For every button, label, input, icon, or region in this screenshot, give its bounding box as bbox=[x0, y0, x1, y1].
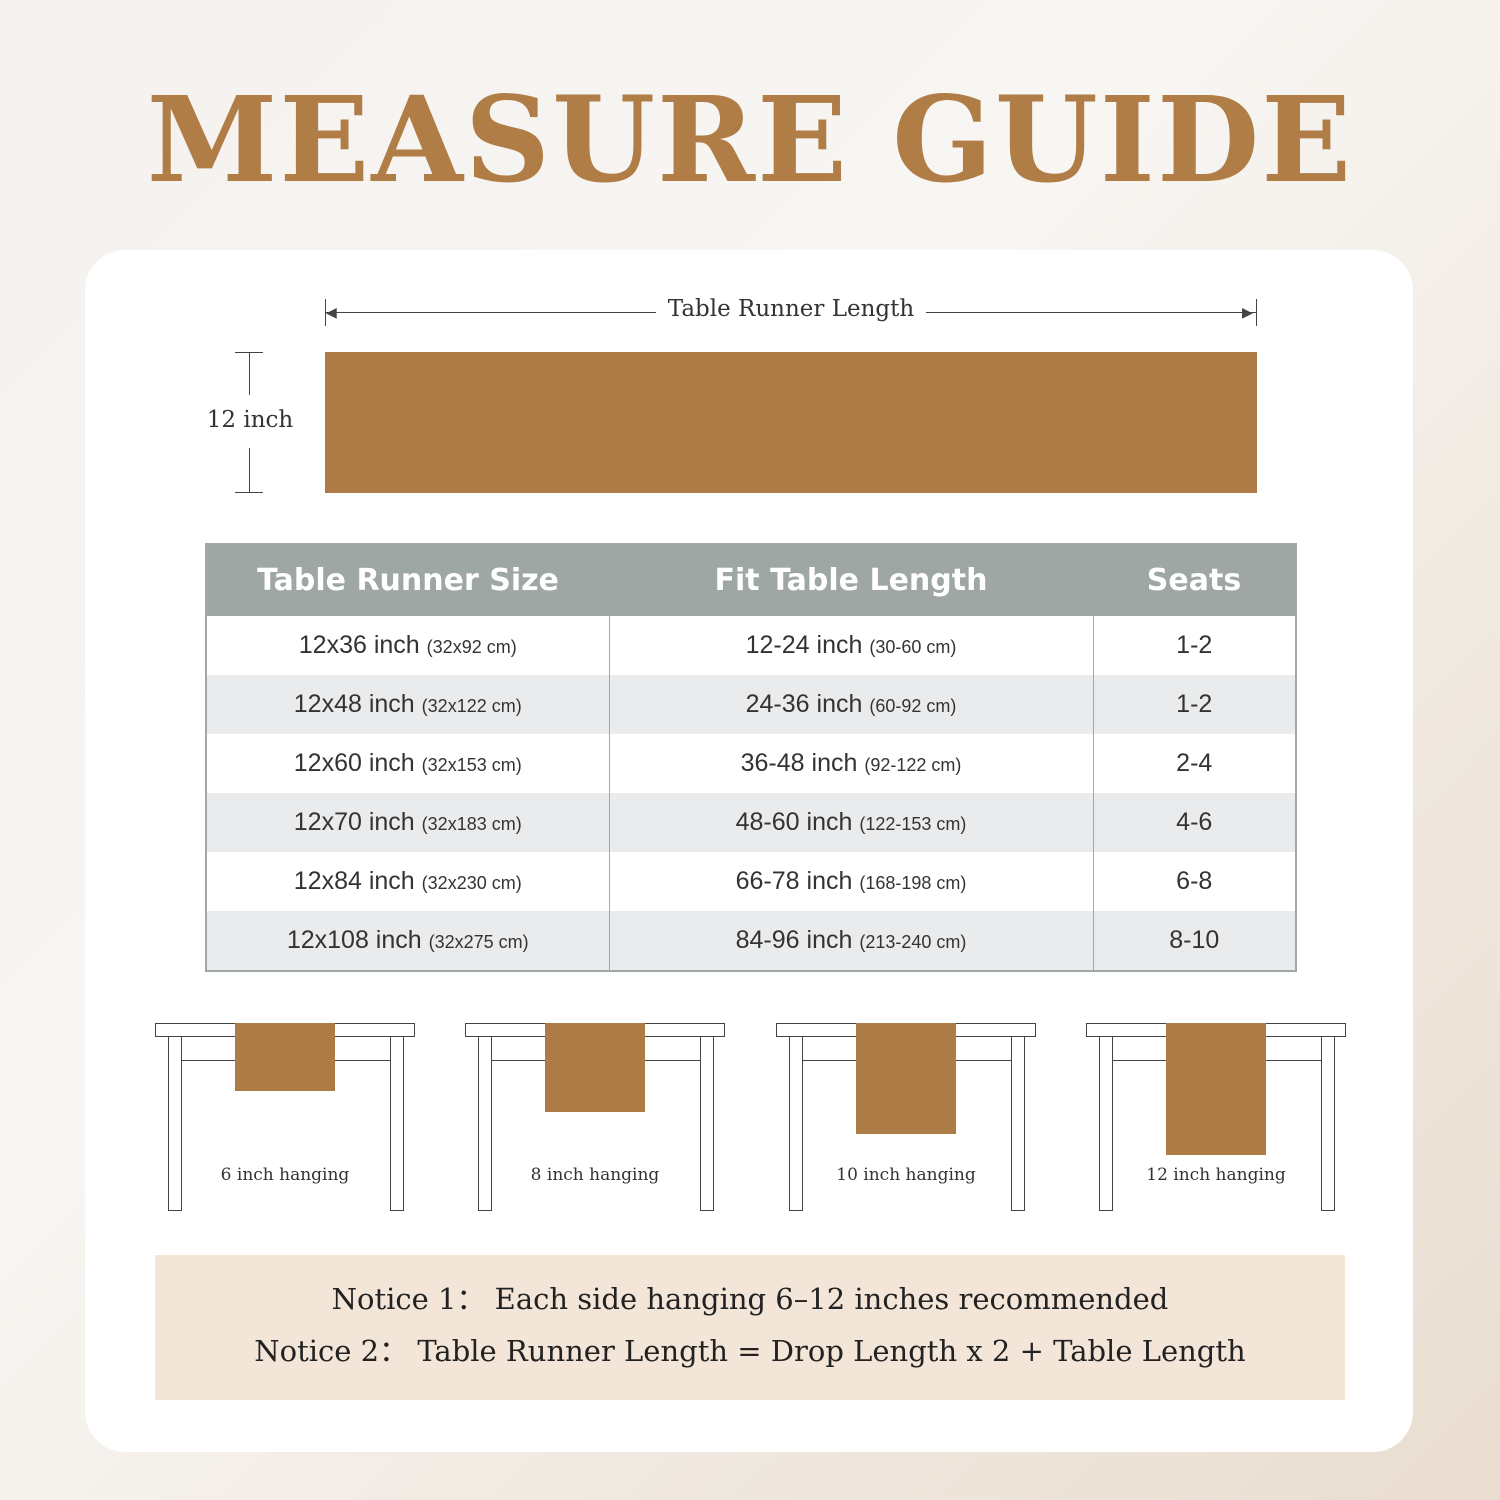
fit-cell: 48-60 inch (122-153 cm) bbox=[608, 793, 1093, 852]
table-leg bbox=[478, 1037, 492, 1211]
runner-drop bbox=[856, 1023, 956, 1134]
width-arrow-bottom bbox=[235, 492, 263, 493]
length-arrow-end bbox=[1256, 299, 1257, 326]
length-arrow-left bbox=[326, 312, 656, 313]
table-row: 12x108 inch (32x275 cm) 84-96 inch (213-… bbox=[205, 911, 1296, 971]
table-leg bbox=[390, 1037, 404, 1211]
arrow-left-icon: ◀ bbox=[326, 304, 337, 320]
page-title: MEASURE GUIDE bbox=[146, 70, 1354, 209]
notice-2: Notice 2： Table Runner Length = Drop Len… bbox=[254, 1334, 1246, 1368]
table-leg bbox=[1321, 1037, 1335, 1211]
hanging-diagram: 10 inch hanging bbox=[776, 1023, 1036, 1213]
width-arrow-top bbox=[235, 352, 263, 353]
table-row: 12x36 inch (32x92 cm) 12-24 inch (30-60 … bbox=[205, 616, 1296, 675]
length-arrow-start bbox=[325, 299, 326, 326]
seats-cell: 8-10 bbox=[1092, 911, 1296, 971]
seats-cell: 4-6 bbox=[1092, 793, 1296, 852]
fit-cell: 36-48 inch (92-122 cm) bbox=[608, 734, 1093, 793]
width-arrow-down bbox=[249, 448, 250, 492]
size-cell: 12x48 inch (32x122 cm) bbox=[205, 675, 609, 734]
table-leg bbox=[1099, 1037, 1113, 1211]
runner-drop bbox=[235, 1023, 335, 1091]
seats-cell: 2-4 bbox=[1092, 734, 1296, 793]
hanging-diagram: 6 inch hanging bbox=[155, 1023, 415, 1213]
table-leg bbox=[700, 1037, 714, 1211]
table-row: 12x48 inch (32x122 cm) 24-36 inch (60-92… bbox=[205, 675, 1296, 734]
hanging-diagram: 12 inch hanging bbox=[1086, 1023, 1346, 1213]
fit-cell: 84-96 inch (213-240 cm) bbox=[608, 911, 1093, 971]
size-cell: 12x70 inch (32x183 cm) bbox=[205, 793, 609, 852]
table-runner-illustration bbox=[325, 352, 1257, 493]
seats-cell: 1-2 bbox=[1092, 675, 1296, 734]
runner-drop bbox=[1166, 1023, 1266, 1156]
fit-cell: 66-78 inch (168-198 cm) bbox=[608, 852, 1093, 911]
hanging-label: 12 inch hanging bbox=[1146, 1165, 1286, 1185]
length-label: Table Runner Length bbox=[667, 296, 915, 322]
table-row: 12x60 inch (32x153 cm) 36-48 inch (92-12… bbox=[205, 734, 1296, 793]
notice-box: Notice 1： Each side hanging 6–12 inches … bbox=[155, 1255, 1345, 1400]
table-leg bbox=[1011, 1037, 1025, 1211]
size-table: Table Runner Size Fit Table Length Seats… bbox=[205, 543, 1297, 972]
header-fit: Fit Table Length bbox=[609, 544, 1093, 616]
fit-cell: 24-36 inch (60-92 cm) bbox=[608, 675, 1093, 734]
header-seats: Seats bbox=[1093, 544, 1296, 616]
runner-drop bbox=[545, 1023, 645, 1113]
size-cell: 12x60 inch (32x153 cm) bbox=[205, 734, 609, 793]
hanging-diagram: 8 inch hanging bbox=[465, 1023, 725, 1213]
hanging-label: 10 inch hanging bbox=[836, 1165, 976, 1185]
size-cell: 12x84 inch (32x230 cm) bbox=[205, 852, 609, 911]
size-cell: 12x36 inch (32x92 cm) bbox=[205, 616, 609, 675]
hanging-label: 6 inch hanging bbox=[220, 1165, 350, 1185]
seats-cell: 1-2 bbox=[1092, 616, 1296, 675]
header-size: Table Runner Size bbox=[206, 544, 609, 616]
width-arrow-up bbox=[249, 353, 250, 395]
arrow-right-icon: ▶ bbox=[1242, 304, 1253, 320]
notice-1: Notice 1： Each side hanging 6–12 inches … bbox=[331, 1282, 1169, 1316]
table-leg bbox=[168, 1037, 182, 1211]
width-label: 12 inch bbox=[206, 407, 294, 433]
table-leg bbox=[789, 1037, 803, 1211]
hanging-label: 8 inch hanging bbox=[530, 1165, 660, 1185]
table-row: 12x84 inch (32x230 cm) 66-78 inch (168-1… bbox=[205, 852, 1296, 911]
size-cell: 12x108 inch (32x275 cm) bbox=[205, 911, 609, 971]
length-arrow-right bbox=[926, 312, 1256, 313]
seats-cell: 6-8 bbox=[1092, 852, 1296, 911]
table-row: 12x70 inch (32x183 cm) 48-60 inch (122-1… bbox=[205, 793, 1296, 852]
fit-cell: 12-24 inch (30-60 cm) bbox=[608, 616, 1093, 675]
